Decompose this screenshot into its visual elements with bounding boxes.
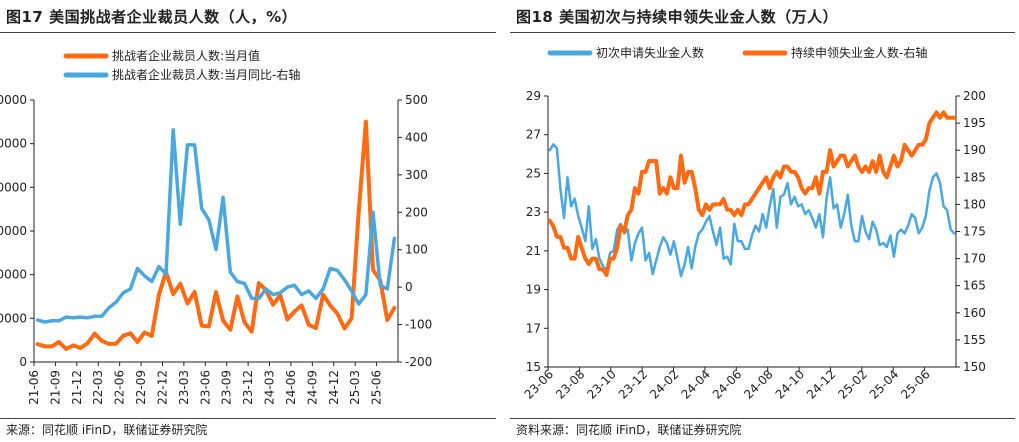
right-y-tick-label: 180 [963,197,986,211]
x-tick-label: 24-06 [710,367,745,402]
right-y-tick-label: 175 [963,225,986,239]
left-y-tick-label: 15 [526,360,541,374]
left-y-tick-label: 21 [526,244,541,258]
chart-source: 来源：同花顺 iFinD，联储证券研究院 [6,423,208,437]
right-y-tick-label: 185 [963,170,986,184]
right-y-tick-label: -100 [405,318,432,332]
series-line [35,119,397,351]
left-y-tick-label: 50000 [0,311,27,325]
left-y-tick-label: 17 [526,321,541,335]
title-divider [0,32,496,33]
x-tick-label: 24-09 [305,370,319,405]
series-line [35,128,397,324]
x-tick-label: 22-12 [155,370,169,405]
x-tick-label: 22-09 [134,370,148,405]
left-y-tick-label: 100000 [0,268,27,282]
right-y-tick-label: 100 [405,243,428,257]
x-tick-label: 23-06 [198,370,212,405]
x-tick-label: 24-02 [647,367,682,402]
series-line [547,110,957,277]
title-divider [510,32,1015,33]
x-tick-label: 22-06 [113,370,127,405]
legend-label: 挑战者企业裁员人数:当月值 [112,48,260,63]
left-y-tick-label: 27 [526,128,541,142]
right-y-tick-label: 155 [963,333,986,347]
legend-label: 挑战者企业裁员人数:当月同比-右轴 [112,67,300,82]
series-line [548,143,956,278]
left-y-tick-label: 250000 [0,137,27,151]
x-tick-label: 23-08 [553,367,588,402]
left-y-tick-label: 300000 [0,93,27,107]
chart-panel-layoffs: 图17 美国挑战者企业裁员人数（人，%） 0 50000 100000 150000 2… [0,0,500,442]
right-y-tick-label: 170 [963,252,986,266]
right-y-tick-label: 400 [405,130,428,144]
chart-title: 图17 美国挑战者企业裁员人数（人，%） [6,8,298,26]
right-y-tick-label: 0 [405,280,413,294]
x-tick-label: 23-10 [584,367,619,402]
right-y-tick-label: 160 [963,306,986,320]
right-y-tick-label: 190 [963,143,986,157]
x-tick-label: 24-12 [327,370,341,405]
right-y-tick-label: 150 [963,360,986,374]
x-tick-label: 22-03 [91,370,105,405]
x-tick-label: 24-03 [263,370,277,405]
right-y-tick-label: 200 [963,89,986,103]
x-tick-label: 23-12 [241,370,255,405]
x-tick-label: 24-06 [284,370,298,405]
source-divider [0,418,496,419]
x-tick-label: 21-06 [27,370,41,405]
left-y-tick-label: 0 [19,355,27,369]
x-tick-label: 25-06 [370,370,384,405]
right-y-tick-label: 195 [963,116,986,130]
x-tick-label: 24-08 [741,367,776,402]
chart-panel-jobless-claims: 图18 美国初次与持续申领失业金人数（万人） 15 17 19 21 23 25 27 29 1… [510,0,1019,442]
chart-title: 图18 美国初次与持续申领失业金人数（万人） [516,8,839,26]
x-tick-label: 21-12 [70,370,84,405]
legend-label: 持续申领失业金人数-右轴 [791,45,927,60]
jobless-claims-chart: 15 17 19 21 23 25 27 29 150 155 160 165 170 175 180 185… [522,45,986,402]
x-tick-label: 23-09 [220,370,234,405]
x-tick-label: 25-03 [348,370,362,405]
legend-label: 初次申请失业金人数 [596,45,704,60]
x-tick-label: 25-02 [835,367,870,402]
left-y-tick-label: 29 [526,89,541,103]
x-tick-label: 25-06 [898,367,933,402]
left-y-tick-label: 19 [526,283,541,297]
chart-source: 资料来源：同花顺 iFinD，联储证券研究院 [516,423,742,437]
x-tick-label: 21-09 [48,370,62,405]
x-tick-label: 24-10 [773,367,808,402]
x-tick-label: 25-04 [867,367,902,402]
left-y-tick-label: 200000 [0,180,27,194]
right-y-tick-label: 200 [405,205,428,219]
right-y-tick-label: 300 [405,168,428,182]
source-divider [510,418,1015,419]
x-tick-label: 24-12 [804,367,839,402]
left-y-tick-label: 23 [526,205,541,219]
right-y-tick-label: -200 [405,355,432,369]
right-y-tick-label: 500 [405,93,428,107]
x-tick-label: 23-12 [616,367,651,402]
x-tick-label: 23-03 [177,370,191,405]
right-y-tick-label: 165 [963,279,986,293]
layoffs-chart: 0 50000 100000 150000 200000 250000 300000 -200… [0,48,432,405]
x-tick-label: 24-04 [678,367,713,402]
left-y-tick-label: 25 [526,166,541,180]
left-y-tick-label: 150000 [0,224,27,238]
